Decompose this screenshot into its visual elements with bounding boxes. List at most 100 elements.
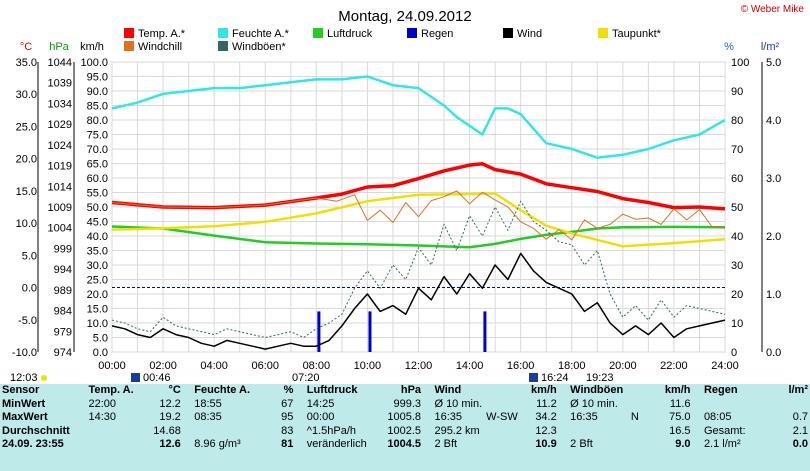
tick-label: 10 — [731, 318, 743, 330]
stats-header-row: Sensor Temp. A. °C Feuchte A. % Luftdruc… — [0, 384, 810, 398]
tick-label: 20.0 — [87, 289, 108, 301]
tick-label: 65.0 — [87, 159, 108, 171]
tick-label: 55.0 — [87, 188, 108, 200]
stats-cell-wind_t: Ø 10 min. — [434, 397, 483, 410]
stats-cell-wind_t: 16:35 — [434, 411, 462, 423]
tick-label: 50.0 — [87, 202, 108, 214]
event-icon — [529, 373, 538, 382]
rain-bar — [483, 311, 487, 352]
rain-bars — [317, 311, 487, 352]
tick-label: 10.0 — [87, 318, 108, 330]
tick-label: 30.0 — [16, 89, 37, 101]
tick-label: 80.0 — [87, 115, 108, 127]
stats-cell-hum_t: 08:35 — [194, 411, 222, 423]
header-gust-unit: km/h — [664, 384, 691, 396]
event-time: 07:20 — [292, 372, 320, 384]
tick-label: 984 — [54, 306, 72, 318]
stats-row: MaxWert 14:30 19.2 08:35 95 00:00 1005.8 16:35 W… — [0, 411, 810, 425]
x-tick-label: 24:00 — [711, 360, 739, 372]
stats-cell-gust_d — [625, 425, 641, 439]
tick-label: 70.0 — [87, 144, 108, 156]
stats-cell-wind_v: 12.3 — [535, 424, 557, 437]
stats-cell-rain_v: 2.1 — [792, 424, 808, 437]
stats-cell-gust_v: 9.0 — [675, 438, 691, 450]
tick-label: 95.0 — [87, 72, 108, 84]
tick-label: 45.0 — [87, 217, 108, 229]
tick-label: 999 — [54, 243, 72, 255]
event-markers: 12:03 00:46 07:20 16:24 19:23 — [10, 372, 614, 384]
event-time: 12:03 — [10, 372, 38, 384]
stats-cell-wind_t: 295.2 km — [434, 424, 480, 437]
tick-label: 1029 — [48, 119, 72, 131]
tick-label: 40 — [731, 231, 743, 243]
stats-cell-rain_v — [762, 398, 810, 412]
stats-cell-wind_v: 11.2 — [536, 397, 557, 410]
stats-cell-press_t: veränderlich — [306, 438, 367, 450]
legend-swatch — [407, 28, 417, 38]
stats-cell-hum_v: 67 — [281, 397, 294, 410]
stats-cell-label: MinWert — [2, 397, 46, 410]
tick-label: 2.0 — [766, 231, 781, 243]
series-line — [111, 225, 726, 249]
stats-cell-press_v: 1005.8 — [387, 411, 422, 423]
event-time: 16:24 — [541, 372, 569, 384]
rain-bar — [368, 311, 372, 352]
tick-label: 15.0 — [87, 304, 108, 316]
stats-cell-gust_v: 11.6 — [669, 397, 691, 410]
tick-label: 40.0 — [87, 231, 108, 243]
stats-cell-hum_v: 83 — [281, 424, 294, 437]
stats-row: 24.09. 23:55 12.6 8.96 g/m³ 81 veränderlich 1… — [0, 438, 810, 452]
tick-label: 75.0 — [87, 130, 108, 142]
stats-cell-temp_v: 19.2 — [159, 411, 181, 423]
header-hum-unit: % — [283, 384, 294, 396]
stats-cell-wind_d — [484, 438, 520, 452]
stats-cell-press_v: 1004.5 — [387, 438, 422, 450]
stats-cell-gust_t: Ø 10 min. — [570, 397, 618, 410]
stats-cell-gust_d — [625, 438, 641, 452]
stats-cell-rain_t: 2.1 l/m² — [703, 438, 741, 450]
tick-label: 35.0 — [16, 57, 37, 69]
tick-label: 20.0 — [16, 154, 37, 166]
tick-label: 20 — [731, 289, 743, 301]
stats-cell-rain_v: 0.7 — [792, 411, 808, 423]
stats-cell-gust_v: 75.0 — [669, 411, 691, 423]
tick-label: 25.0 — [16, 121, 37, 133]
x-tick-label: 10:00 — [354, 360, 382, 372]
legend-label: Wind — [517, 28, 542, 40]
axis-ticks: 35.0 30.0 25.0 20.0 15.0 10.0 5.0 0.0 -5.0 -10.0 1… — [12, 57, 781, 372]
header-hum: Feuchte A. — [194, 384, 251, 396]
header-temp: Temp. A. — [88, 384, 134, 396]
tick-label: 0.0 — [93, 347, 108, 359]
series-line — [111, 200, 726, 338]
stats-cell-temp_v: 14.68 — [153, 424, 181, 437]
tick-label: 100 — [731, 57, 749, 69]
x-tick-label: 22:00 — [660, 360, 688, 372]
tick-label: 60.0 — [87, 173, 108, 185]
legend-swatch — [218, 28, 228, 38]
stats-cell-hum_t — [192, 425, 265, 439]
axis-unit: °C — [20, 41, 32, 53]
x-tick-label: 20:00 — [609, 360, 637, 372]
stats-cell-rain_v: 0.0 — [792, 438, 808, 450]
series-line — [111, 192, 726, 248]
axes-units: °C hPa km/h% l/m² — [20, 41, 780, 53]
header-rain: Regen — [703, 384, 738, 396]
x-tick-label: 12:00 — [405, 360, 433, 372]
x-tick-label: 02:00 — [149, 360, 177, 372]
legend-swatch — [598, 28, 608, 38]
x-tick-label: 08:00 — [303, 360, 331, 372]
stats-table: Sensor Temp. A. °C Feuchte A. % Luftdruc… — [0, 384, 810, 452]
legend-swatch — [124, 28, 134, 38]
chart-title: Montag, 24.09.2012 — [338, 8, 471, 25]
event-time: 19:23 — [586, 372, 614, 384]
tick-label: 35.0 — [87, 246, 108, 258]
stats-cell-gust_t: 16:35 — [570, 411, 598, 423]
stats-cell-hum_v: 95 — [281, 411, 294, 423]
series-line — [111, 190, 726, 241]
stats-cell-wind_t: 2 Bft — [434, 438, 458, 450]
tick-label: 5.0 — [766, 57, 781, 69]
stats-cell-label: MaxWert — [2, 411, 48, 423]
tick-label: 70 — [731, 144, 743, 156]
stats-cell-wind_v: 34.2 — [535, 411, 557, 423]
legend-label: Luftdruck — [327, 28, 373, 40]
